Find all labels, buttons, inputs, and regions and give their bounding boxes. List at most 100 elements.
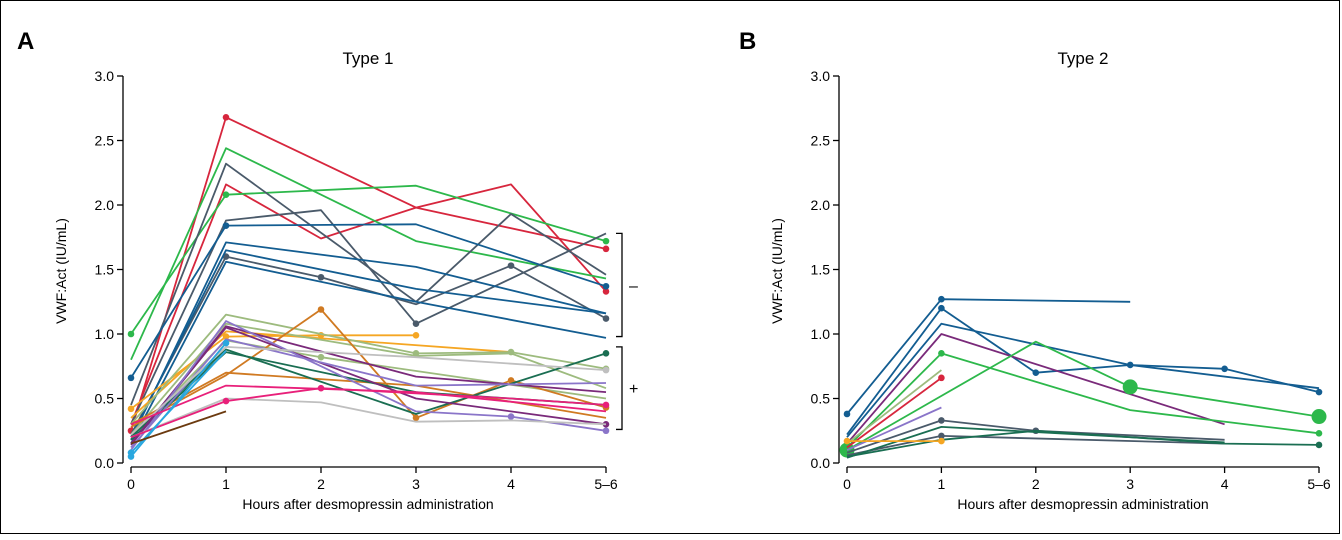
data-point	[222, 397, 230, 405]
data-point	[507, 377, 515, 384]
data-point	[1221, 365, 1228, 373]
x-tick-label: 0	[127, 476, 135, 492]
series-6	[846, 350, 1323, 449]
series-line	[130, 255, 607, 436]
bracket-plus-line	[616, 346, 623, 431]
x-tick-label: 0	[843, 476, 851, 492]
data-point	[1311, 409, 1327, 425]
data-point	[412, 331, 420, 339]
series-7	[846, 369, 942, 445]
data-point	[938, 417, 945, 424]
y-tick-label: 3.0	[811, 68, 831, 84]
x-tick-label: 5–6	[1307, 476, 1331, 492]
panel-b: B Type 2 Hours after desmopressin admini…	[739, 28, 1331, 512]
y-tick-label: 2.0	[811, 197, 831, 213]
panel-b-x-axis-label: Hours after desmopressin administration	[957, 496, 1208, 512]
data-point	[1315, 430, 1323, 437]
series-5	[839, 340, 1327, 458]
panel-a-brackets: – +	[616, 232, 638, 431]
series-28	[130, 384, 607, 426]
series-line	[130, 147, 607, 361]
data-point	[507, 413, 515, 420]
data-point	[602, 366, 610, 374]
data-point	[317, 273, 325, 281]
series-3	[130, 147, 607, 361]
panel-b-series	[839, 295, 1327, 459]
series-line	[130, 397, 607, 439]
bracket-minus-label: –	[629, 278, 638, 295]
series-1	[843, 295, 1131, 418]
data-point	[602, 288, 610, 295]
series-line	[130, 223, 607, 379]
panel-a-series	[127, 113, 610, 460]
data-point	[602, 315, 610, 322]
series-24	[130, 338, 607, 449]
data-point	[938, 295, 945, 303]
series-line	[846, 377, 942, 449]
x-tick-label: 3	[412, 476, 420, 492]
series-line	[846, 322, 1320, 438]
x-tick-label: 5–6	[594, 476, 618, 492]
y-tick-label: 0.0	[95, 455, 115, 471]
series-2	[846, 304, 1323, 436]
series-line	[130, 345, 607, 436]
series-4	[846, 333, 1225, 445]
data-point	[127, 405, 135, 413]
y-tick-label: 1.5	[811, 262, 831, 278]
series-line	[846, 333, 1225, 445]
panel-b-title: Type 2	[1057, 49, 1108, 68]
series-line	[130, 410, 227, 445]
y-tick-label: 2.5	[95, 133, 115, 149]
y-tick-label: 0.5	[811, 391, 831, 407]
series-line	[130, 334, 416, 410]
data-point	[602, 350, 610, 357]
series-30	[127, 350, 227, 456]
data-point	[1315, 441, 1323, 449]
series-line	[130, 350, 227, 454]
series-line	[846, 406, 942, 451]
data-point	[602, 237, 610, 245]
data-point	[938, 304, 945, 312]
data-point	[602, 401, 610, 409]
panel-b-y-axis-label: VWF:Act (IU/mL)	[769, 218, 785, 324]
series-line	[130, 338, 607, 449]
series-6	[130, 209, 607, 425]
series-line	[130, 241, 607, 441]
series-line	[130, 260, 607, 445]
y-tick-label: 1.5	[95, 262, 115, 278]
series-10	[130, 249, 607, 438]
series-12	[846, 429, 1323, 458]
y-tick-label: 3.0	[95, 68, 115, 84]
data-point	[317, 353, 325, 361]
series-31	[130, 410, 227, 445]
series-8	[846, 374, 945, 449]
series-15	[130, 322, 607, 436]
data-point	[222, 222, 230, 229]
series-11	[130, 260, 607, 445]
data-point	[222, 191, 230, 198]
series-8	[127, 222, 610, 382]
y-tick-label: 1.0	[95, 326, 115, 342]
data-point	[938, 437, 945, 445]
x-tick-label: 3	[1126, 476, 1134, 492]
y-tick-label: 0.0	[811, 455, 831, 471]
series-line	[846, 425, 1225, 459]
data-point	[1032, 369, 1040, 377]
data-point	[412, 320, 420, 327]
panel-b-letter: B	[739, 28, 756, 55]
x-tick-label: 4	[1221, 476, 1229, 492]
panel-a-letter: A	[17, 28, 34, 55]
panel-a-title: Type 1	[342, 49, 393, 68]
x-tick-label: 2	[317, 476, 325, 492]
data-point	[602, 282, 610, 290]
series-line	[130, 249, 607, 438]
data-point	[1122, 379, 1138, 395]
data-point	[222, 333, 230, 340]
x-tick-label: 2	[1032, 476, 1040, 492]
series-13	[846, 425, 1225, 459]
series-line	[846, 340, 1320, 451]
data-point	[602, 427, 610, 435]
series-line	[846, 429, 1320, 458]
data-point	[843, 437, 851, 445]
